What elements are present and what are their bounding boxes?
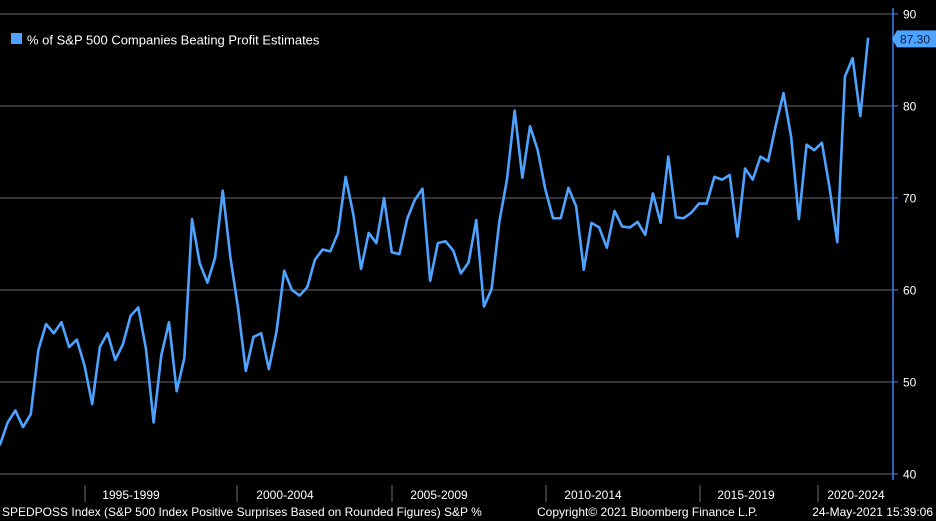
last-value-badge: 87.30 [892, 30, 936, 48]
y-tick-label-50: 50 [903, 376, 917, 390]
y-tick-label-70: 70 [903, 192, 917, 206]
legend: % of S&P 500 Companies Beating Profit Es… [11, 33, 320, 48]
footer-copyright: Copyright© 2021 Bloomberg Finance L.P. [537, 505, 758, 519]
last-value-box [892, 30, 936, 48]
footer-timestamp: 24-May-2021 15:39:06 [812, 505, 933, 519]
x-axis-ticks: 1995-1999 2000-2004 2005-2009 2010-2014 2015… [102, 488, 885, 502]
footer-index-description: SPEDPOSS Index (S&P 500 Index Positive S… [2, 505, 482, 519]
y-tick-label-60: 60 [903, 284, 917, 298]
x-axis-separators [84, 485, 819, 502]
x-tick-label-2010-2014: 2010-2014 [564, 488, 622, 502]
y-tick-label-80: 80 [903, 100, 917, 114]
x-tick-label-2020-2024: 2020-2024 [827, 488, 885, 502]
legend-swatch [11, 33, 22, 44]
x-tick-label-2015-2019: 2015-2019 [717, 488, 775, 502]
y-tick-label-40: 40 [903, 468, 917, 482]
footer: SPEDPOSS Index (S&P 500 Index Positive S… [2, 505, 933, 519]
last-value-label: 87.30 [900, 32, 930, 46]
y-axis-ticks: 40 50 60 70 80 90 [893, 8, 917, 482]
x-tick-label-1995-1999: 1995-1999 [102, 488, 160, 502]
y-tick-label-90: 90 [903, 8, 917, 22]
x-tick-label-2005-2009: 2005-2009 [410, 488, 468, 502]
legend-label: % of S&P 500 Companies Beating Profit Es… [27, 33, 320, 48]
x-tick-label-2000-2004: 2000-2004 [256, 488, 314, 502]
series-line-beating-estimates [0, 37, 870, 446]
